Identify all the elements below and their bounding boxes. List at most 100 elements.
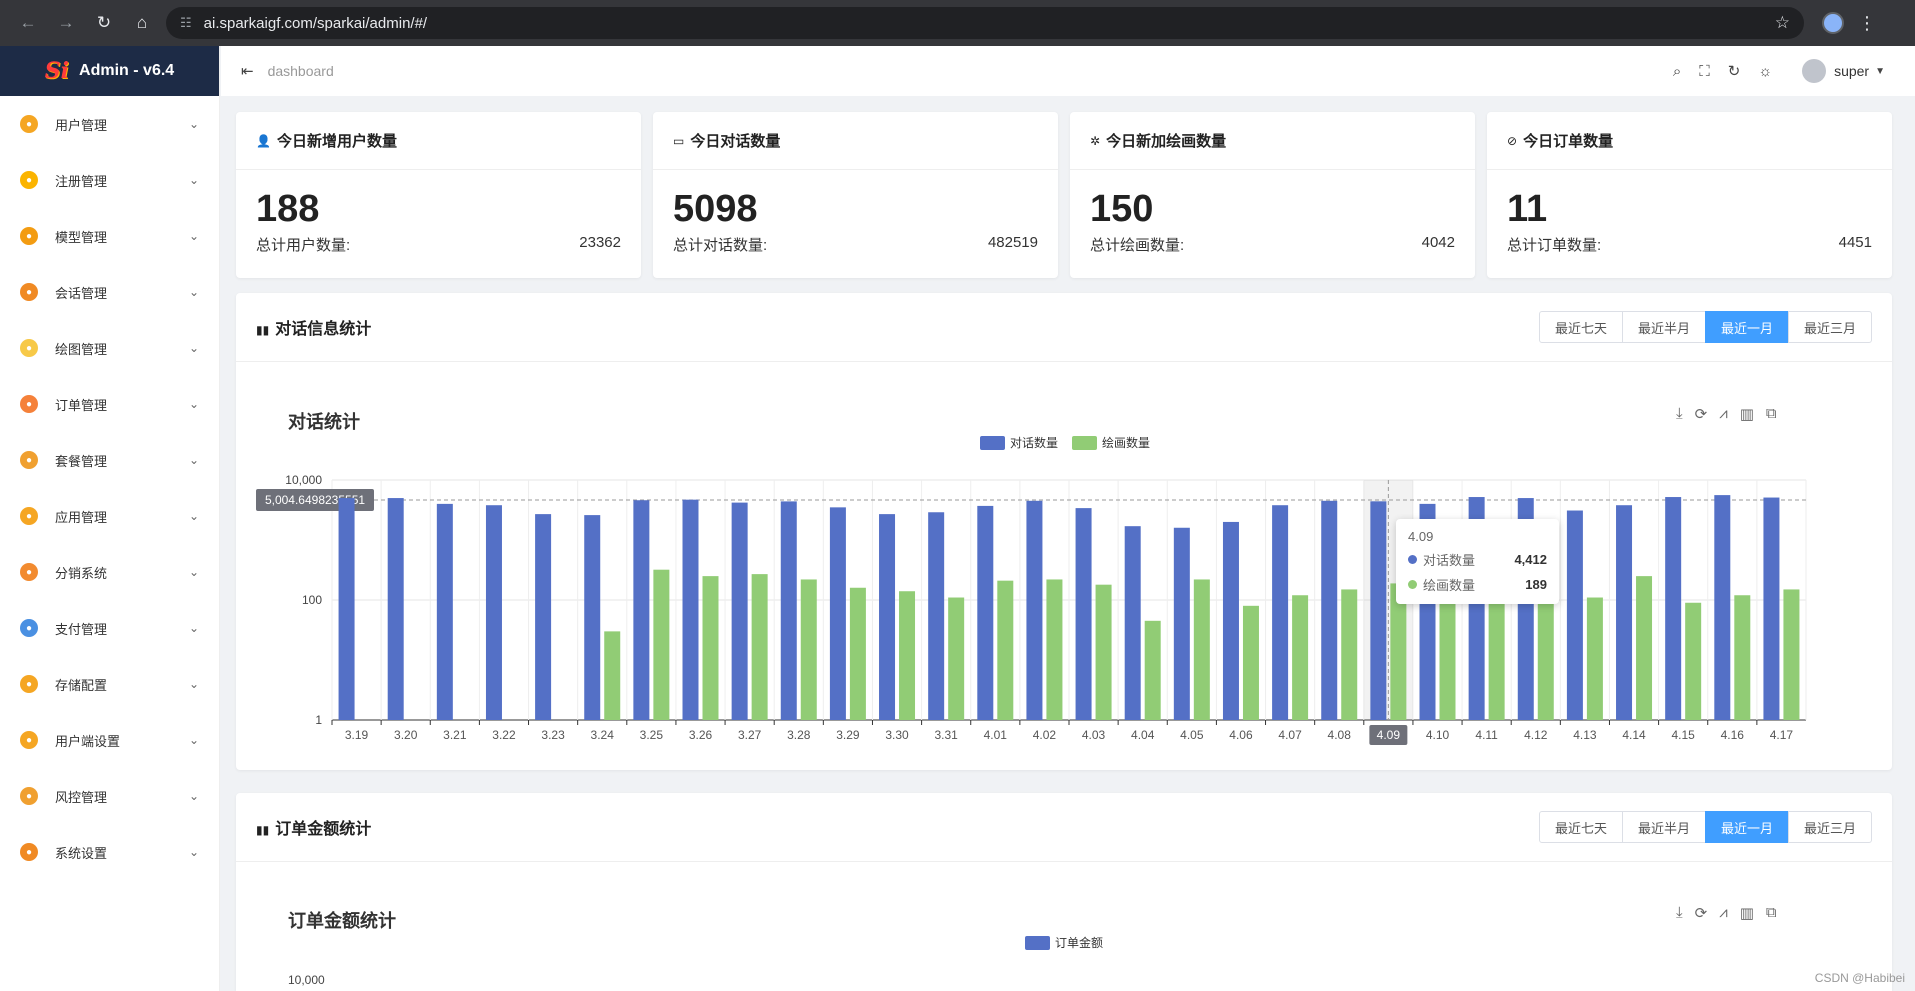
tooltip-series-name: 绘画数量: [1423, 578, 1476, 593]
stack-icon[interactable]: ⧉: [1765, 904, 1777, 921]
bar-chart-toggle-icon[interactable]: ▥: [1739, 905, 1754, 922]
stack-icon[interactable]: ⧉: [1765, 405, 1777, 422]
menu-icon: ●: [20, 451, 38, 469]
collapse-sidebar-icon[interactable]: ⇤: [241, 63, 254, 80]
logo-bar[interactable]: Si Admin - v6.4: [0, 46, 219, 96]
line-chart-icon[interactable]: ⩘: [1719, 405, 1728, 422]
drawing-count-bar: [948, 597, 965, 720]
restore-icon[interactable]: ⟳: [1694, 905, 1708, 922]
sidebar-item[interactable]: ● 系统设置 ⌄: [0, 824, 219, 880]
x-tick-label: 3.24: [591, 728, 615, 742]
sidebar-item[interactable]: ● 注册管理 ⌄: [0, 152, 219, 208]
drawing-count-bar: [653, 569, 670, 720]
menu-icon: ●: [20, 339, 38, 357]
sidebar-item[interactable]: ● 模型管理 ⌄: [0, 208, 219, 264]
drawing-count-bar: [1439, 593, 1456, 720]
card-footer-label: 总计订单数量:: [1507, 237, 1602, 254]
sidebar-item[interactable]: ● 分销系统 ⌄: [0, 544, 219, 600]
sidebar-item-label: 会话管理: [55, 285, 108, 301]
caret-down-icon: ▼: [1875, 65, 1885, 77]
chat-count-bar: [584, 515, 601, 720]
tooltip-series-value: 4,412: [1514, 552, 1547, 567]
sidebar-item[interactable]: ● 套餐管理 ⌄: [0, 432, 219, 488]
breadcrumb[interactable]: dashboard: [267, 63, 334, 79]
sidebar-item[interactable]: ● 会话管理 ⌄: [0, 264, 219, 320]
legend-item[interactable]: 对话数量: [980, 434, 1058, 451]
range-button[interactable]: 最近七天: [1538, 311, 1623, 343]
chat-count-bar: [682, 499, 699, 720]
range-button[interactable]: 最近三月: [1787, 811, 1872, 843]
panel-title: 订单金额统计: [275, 821, 372, 838]
app-title: Admin - v6.4: [79, 62, 175, 79]
sidebar-item[interactable]: ● 支付管理 ⌄: [0, 600, 219, 656]
range-button[interactable]: 最近七天: [1538, 811, 1623, 843]
legend-item[interactable]: 绘画数量: [1072, 434, 1150, 451]
sparkle-icon: ✲: [1090, 133, 1101, 148]
sidebar-item[interactable]: ● 订单管理 ⌄: [0, 376, 219, 432]
brand-logo-icon: Si: [44, 58, 70, 84]
x-tick-label: 3.25: [640, 728, 664, 742]
forward-icon[interactable]: →: [57, 13, 75, 32]
sidebar-item-label: 注册管理: [55, 173, 108, 189]
site-info-icon[interactable]: ☷: [180, 15, 192, 30]
drawing-count-bar: [1144, 620, 1161, 720]
menu-icon: ●: [20, 563, 38, 581]
download-icon[interactable]: ⤓: [1676, 405, 1683, 422]
card-footer-value: 23362: [579, 234, 621, 251]
back-icon[interactable]: ←: [19, 13, 37, 32]
legend-label: 订单金额: [1055, 936, 1104, 950]
sidebar-item[interactable]: ● 存储配置 ⌄: [0, 656, 219, 712]
user-menu[interactable]: super ▼: [1790, 59, 1885, 83]
card-value: 5098: [673, 188, 758, 230]
card-value: 11: [1507, 188, 1548, 230]
sidebar-item[interactable]: ● 风控管理 ⌄: [0, 768, 219, 824]
line-chart-icon[interactable]: ⩘: [1719, 904, 1728, 921]
bar-chart-toggle-icon[interactable]: ▥: [1739, 406, 1754, 423]
browser-menu-icon[interactable]: ⋮: [1858, 12, 1876, 33]
bookmark-star-icon[interactable]: ☆: [1774, 13, 1790, 32]
profile-avatar-icon[interactable]: [1822, 12, 1844, 34]
card-footer-label: 总计对话数量:: [673, 237, 768, 254]
chat-count-bar: [977, 505, 994, 720]
chat-count-bar: [436, 503, 453, 720]
avatar: [1802, 59, 1827, 83]
menu-icon: ●: [20, 171, 38, 189]
fullscreen-icon[interactable]: ⛶: [1699, 62, 1710, 80]
chat-count-bar: [387, 498, 404, 720]
address-bar[interactable]: ☷ ai.sparkaigf.com/sparkai/admin/#/ ☆: [166, 7, 1804, 39]
chevron-down-icon: ⌄: [188, 285, 199, 299]
chat-count-bar: [535, 514, 552, 720]
chat-stats-panel: ▮▮ 对话信息统计 最近七天 最近半月 最近一月 最近三月 对话统计 ⤓ ⟳ ⩘ ▥ ⧉…: [236, 293, 1892, 770]
sidebar-item-label: 存储配置: [55, 677, 108, 693]
range-button[interactable]: 最近一月: [1704, 811, 1789, 843]
sidebar-item[interactable]: ● 用户管理 ⌄: [0, 96, 219, 152]
home-icon[interactable]: ⌂: [136, 13, 148, 32]
drawing-count-bar: [1537, 600, 1554, 720]
card-title: 今日新增用户数量: [276, 133, 397, 150]
legend-item[interactable]: 订单金额: [1025, 934, 1103, 951]
stat-card-new-users: 👤 今日新增用户数量 188 总计用户数量: 23362: [236, 112, 641, 278]
x-tick-label: 4.14: [1622, 728, 1646, 742]
theme-toggle-icon[interactable]: ☼: [1758, 62, 1773, 80]
card-footer-label: 总计绘画数量:: [1090, 237, 1185, 254]
x-tick-label: 4.11: [1475, 728, 1498, 742]
reload-icon[interactable]: ↻: [96, 13, 112, 32]
sidebar-item[interactable]: ● 应用管理 ⌄: [0, 488, 219, 544]
x-tick-label: 3.27: [738, 728, 762, 742]
download-icon[interactable]: ⤓: [1676, 904, 1683, 921]
chevron-down-icon: ⌄: [188, 117, 199, 131]
sidebar-item[interactable]: ● 绘图管理 ⌄: [0, 320, 219, 376]
range-button[interactable]: 最近半月: [1621, 811, 1706, 843]
range-button[interactable]: 最近三月: [1787, 311, 1872, 343]
restore-icon[interactable]: ⟳: [1694, 406, 1708, 423]
range-button[interactable]: 最近半月: [1621, 311, 1706, 343]
sidebar-item[interactable]: ● 用户端设置 ⌄: [0, 712, 219, 768]
refresh-icon[interactable]: ↻: [1727, 63, 1741, 80]
search-icon[interactable]: ⌕: [1672, 62, 1682, 80]
range-button[interactable]: 最近一月: [1704, 311, 1789, 343]
tooltip-dot: [1408, 580, 1417, 589]
x-tick-label: 4.09: [1377, 728, 1401, 742]
chat-count-bar: [780, 501, 797, 720]
menu-icon: ●: [20, 507, 38, 525]
chevron-down-icon: ⌄: [188, 565, 199, 579]
